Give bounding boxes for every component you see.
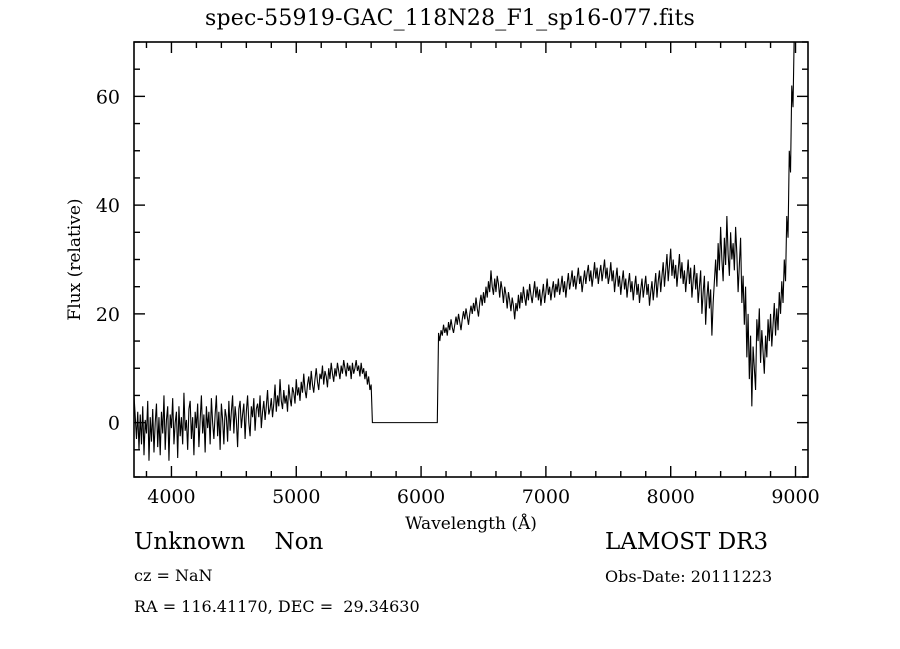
y-tick-label: 0	[108, 413, 120, 435]
y-tick-label: 40	[96, 195, 120, 217]
y-tick-label: 60	[96, 86, 120, 108]
x-tick-label: 4000	[147, 486, 195, 508]
page-title: spec-55919-GAC_118N28_F1_sp16-077.fits	[204, 6, 696, 31]
cz-label: cz = NaN	[134, 566, 213, 585]
x-tick-label: 7000	[522, 486, 570, 508]
y-axis-title: Flux (relative)	[65, 198, 85, 320]
annotation-block: Unknown Non cz = NaN RA = 116.41170, DEC…	[0, 525, 900, 649]
x-tick-label: 6000	[397, 486, 445, 508]
x-tick-label: 5000	[272, 486, 320, 508]
survey-label: LAMOST DR3	[605, 529, 769, 555]
x-tick-label: 8000	[647, 486, 695, 508]
coordinates-label: RA = 116.41170, DEC = 29.34630	[134, 597, 420, 616]
y-tick-label: 20	[96, 304, 120, 326]
x-axis-title: Wavelength (Å)	[405, 513, 537, 534]
obs-date-label: Obs-Date: 20111223	[605, 567, 773, 586]
spectrum-trace	[134, 42, 795, 461]
object-class-label: Unknown Non	[134, 529, 324, 555]
x-tick-label: 9000	[771, 486, 819, 508]
